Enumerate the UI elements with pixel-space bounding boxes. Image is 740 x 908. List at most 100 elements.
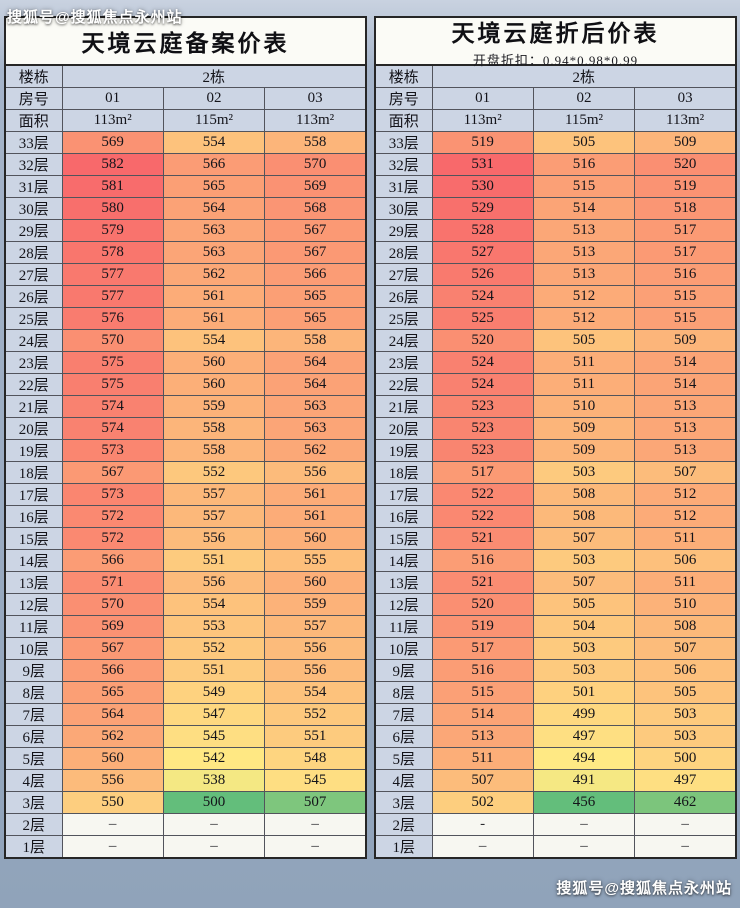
floor-label: 31层	[4, 175, 63, 198]
floor-row: 2层 – – –	[4, 813, 367, 836]
area-value: 113m²	[431, 109, 534, 132]
price-cell: 561	[162, 307, 266, 330]
floor-label: 22层	[374, 373, 433, 396]
price-cell: 572	[61, 505, 164, 528]
price-cell: 573	[61, 483, 164, 506]
price-cell: 521	[431, 571, 534, 594]
floor-row: 16层 522 508 512	[374, 505, 737, 528]
price-cell: 554	[162, 329, 266, 352]
price-cell: 516	[431, 549, 534, 572]
price-cell: 563	[264, 417, 367, 440]
floor-label: 21层	[4, 395, 63, 418]
price-cell: 545	[264, 769, 367, 792]
price-cell: 575	[61, 351, 164, 374]
price-cell: 575	[61, 373, 164, 396]
floor-label: 1层	[4, 835, 63, 859]
price-cell: 524	[431, 285, 534, 308]
price-cell: –	[61, 813, 164, 836]
price-cell: –	[431, 835, 534, 859]
floor-row: 33层 519 505 509	[374, 131, 737, 154]
price-cell: 511	[634, 527, 737, 550]
floor-row: 30层 529 514 518	[374, 197, 737, 220]
price-cell: 570	[264, 153, 367, 176]
floor-label: 33层	[374, 131, 433, 154]
area-value: 113m²	[61, 109, 164, 132]
price-cell: 511	[634, 571, 737, 594]
room-label: 房号	[374, 87, 433, 110]
floor-row: 14层 516 503 506	[374, 549, 737, 572]
price-cell: 525	[431, 307, 534, 330]
floor-label: 22层	[4, 373, 63, 396]
floor-label: 10层	[374, 637, 433, 660]
price-cell: 556	[162, 527, 266, 550]
floor-label: 14层	[4, 549, 63, 572]
watermark-bottom-right: 搜狐号@搜狐焦点永州站	[556, 880, 732, 897]
price-cell: 520	[431, 593, 534, 616]
price-cell: 542	[162, 747, 266, 770]
price-cell: 503	[532, 549, 636, 572]
price-cell: 552	[264, 703, 367, 726]
floor-label: 27层	[4, 263, 63, 286]
floor-label: 3层	[374, 791, 433, 814]
watermark-top-left: 搜狐号@搜狐焦点永州站	[7, 9, 183, 26]
price-cell: 564	[264, 351, 367, 374]
price-cell: 509	[634, 329, 737, 352]
floor-row: 32层 582 566 570	[4, 153, 367, 176]
price-cell: 508	[634, 615, 737, 638]
price-cell: 508	[532, 483, 636, 506]
price-cell: 507	[634, 461, 737, 484]
floor-label: 29层	[4, 219, 63, 242]
price-tables-container: 天境云庭备案价表 楼栋 2栋 房号 01 02 03 面积 113m² 115m…	[4, 16, 737, 859]
discounted-table-title: 天境云庭折后价表	[451, 20, 660, 46]
floor-label: 30层	[4, 197, 63, 220]
floor-label: 18层	[374, 461, 433, 484]
price-cell: 523	[431, 395, 534, 418]
floor-row: 13层 521 507 511	[374, 571, 737, 594]
price-cell: 456	[532, 791, 636, 814]
room-number: 01	[61, 87, 164, 110]
price-cell: 567	[61, 461, 164, 484]
floor-row: 27层 526 513 516	[374, 263, 737, 286]
price-cell: 560	[264, 527, 367, 550]
price-cell: 503	[532, 461, 636, 484]
floor-row: 19层 573 558 562	[4, 439, 367, 462]
price-cell: 511	[431, 747, 534, 770]
floor-row: 15层 521 507 511	[374, 527, 737, 550]
price-cell: 561	[162, 285, 266, 308]
price-cell: 560	[162, 373, 266, 396]
floor-row: 31层 530 515 519	[374, 175, 737, 198]
price-cell: 580	[61, 197, 164, 220]
floor-label: 23层	[374, 351, 433, 374]
floor-label: 29层	[374, 219, 433, 242]
price-cell: 517	[634, 241, 737, 264]
price-cell: 569	[61, 131, 164, 154]
price-cell: 564	[162, 197, 266, 220]
price-cell: 526	[431, 263, 534, 286]
floor-label: 28层	[374, 241, 433, 264]
price-cell: 509	[634, 131, 737, 154]
price-cell: 502	[431, 791, 534, 814]
floor-row: 26层 524 512 515	[374, 285, 737, 308]
floor-row: 13层 571 556 560	[4, 571, 367, 594]
floor-row: 5层 560 542 548	[4, 747, 367, 770]
price-cell: 513	[634, 439, 737, 462]
price-cell: 556	[61, 769, 164, 792]
floor-label: 26层	[374, 285, 433, 308]
price-cell: 505	[532, 329, 636, 352]
price-cell: 572	[61, 527, 164, 550]
price-cell: 566	[162, 153, 266, 176]
building-value: 2栋	[61, 64, 367, 88]
price-cell: 553	[162, 615, 266, 638]
floor-row: 27层 577 562 566	[4, 263, 367, 286]
room-number: 02	[532, 87, 636, 110]
building-row: 楼栋 2栋	[374, 64, 737, 88]
price-cell: 503	[634, 703, 737, 726]
price-cell: –	[61, 835, 164, 859]
price-cell: 507	[431, 769, 534, 792]
price-cell: 565	[61, 681, 164, 704]
floor-row: 17层 573 557 561	[4, 483, 367, 506]
price-cell: 560	[264, 571, 367, 594]
price-cell: 554	[162, 593, 266, 616]
price-cell: 506	[634, 659, 737, 682]
floor-label: 2层	[374, 813, 433, 836]
